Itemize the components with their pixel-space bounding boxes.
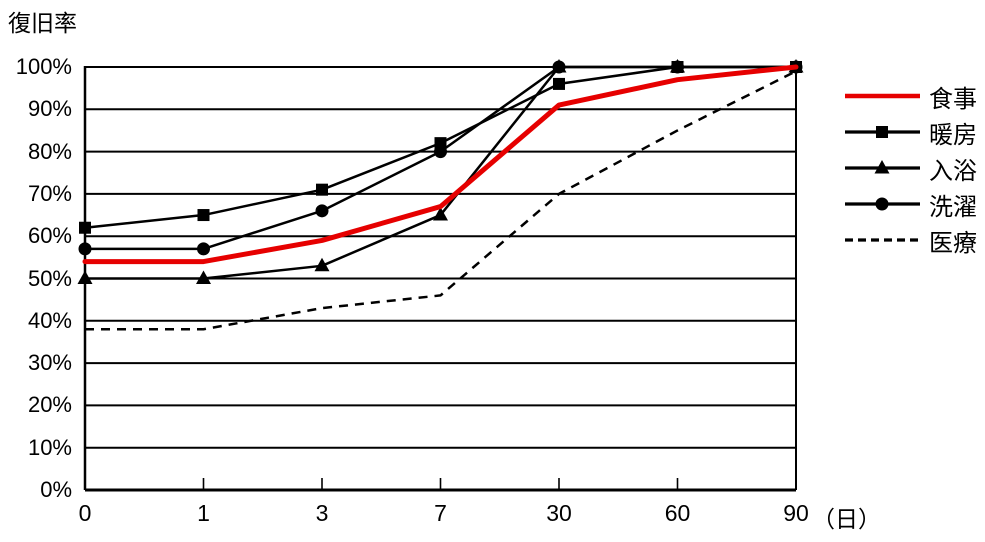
x-axis-label: 0 bbox=[78, 500, 92, 526]
y-axis-label: 50% bbox=[27, 265, 72, 291]
legend-item-laundry: 洗濯 bbox=[845, 186, 977, 222]
legend-swatch-glyph bbox=[845, 238, 920, 242]
series-line-meals bbox=[82, 64, 799, 265]
series-medical bbox=[85, 70, 797, 331]
legend-item-bathing: 入浴 bbox=[845, 150, 977, 186]
y-axis-label: 20% bbox=[27, 392, 72, 418]
circle-marker bbox=[434, 145, 447, 159]
x-axis-unit-label: （日） bbox=[812, 506, 881, 532]
legend-swatch-glyph bbox=[845, 197, 920, 211]
circle-marker bbox=[315, 204, 329, 218]
square-marker bbox=[553, 77, 565, 90]
square-marker bbox=[876, 126, 888, 138]
legend-swatch-glyph bbox=[845, 126, 920, 138]
y-axis-label: 100% bbox=[15, 54, 72, 79]
legend-swatch-laundry bbox=[845, 194, 920, 214]
legend-label-meals: 食事 bbox=[929, 85, 977, 113]
x-axis-ticks bbox=[202, 478, 679, 490]
circle-marker bbox=[671, 60, 684, 74]
circle-marker bbox=[197, 242, 210, 256]
square-marker bbox=[316, 183, 328, 196]
legend-label-bathing: 入浴 bbox=[929, 157, 977, 185]
legend-swatch-bathing bbox=[845, 158, 920, 178]
legend-swatch-glyph bbox=[845, 93, 920, 99]
circle-marker bbox=[875, 197, 889, 211]
square-marker bbox=[197, 209, 210, 222]
triangle-marker bbox=[433, 207, 448, 221]
y-axis-label: 70% bbox=[27, 180, 72, 206]
legend-swatch-meals bbox=[845, 86, 920, 106]
x-axis-label: 7 bbox=[434, 500, 447, 526]
legend: 食事 暖房 入浴 洗濯 医療 bbox=[845, 78, 977, 258]
x-axis-label: 3 bbox=[315, 500, 329, 526]
series-laundry bbox=[78, 60, 803, 256]
square-marker bbox=[79, 221, 91, 234]
y-axis-label: 60% bbox=[27, 223, 72, 249]
triangle-marker bbox=[196, 270, 211, 284]
legend-item-medical: 医療 bbox=[845, 222, 977, 258]
legend-item-meals: 食事 bbox=[845, 78, 977, 114]
triangle-marker bbox=[314, 257, 330, 272]
legend-swatch-medical bbox=[845, 230, 920, 250]
triangle-marker bbox=[874, 160, 890, 174]
chart-title: 復旧率 bbox=[8, 10, 77, 36]
y-axis-label: 10% bbox=[27, 434, 72, 460]
legend-item-heating: 暖房 bbox=[845, 114, 977, 150]
series-meals bbox=[82, 64, 799, 265]
y-axis-label: 40% bbox=[27, 307, 72, 333]
x-axis-label: 1 bbox=[197, 500, 210, 526]
series-line-medical bbox=[85, 70, 797, 331]
legend-label-laundry: 洗濯 bbox=[929, 193, 977, 221]
legend-label-heating: 暖房 bbox=[929, 121, 977, 149]
legend-swatch-heating bbox=[845, 122, 920, 142]
legend-label-medical: 医療 bbox=[929, 229, 977, 257]
y-axis-label: 80% bbox=[27, 138, 72, 164]
y-axis-labels: 100% 90% 80% 70% 60% 50% 40% 30% 20% 10% 0% bbox=[0, 0, 72, 542]
x-axis-label: 30 bbox=[546, 500, 572, 526]
x-axis-label: 60 bbox=[664, 500, 691, 526]
legend-swatch-glyph bbox=[845, 160, 920, 174]
x-axis-label: 90 bbox=[783, 500, 809, 526]
circle-marker bbox=[552, 60, 566, 74]
y-axis-label: 30% bbox=[27, 350, 72, 376]
y-axis-label: 0% bbox=[40, 477, 72, 502]
y-axis-label: 90% bbox=[27, 96, 72, 122]
triangle-marker bbox=[77, 270, 93, 284]
circle-marker bbox=[78, 242, 92, 256]
